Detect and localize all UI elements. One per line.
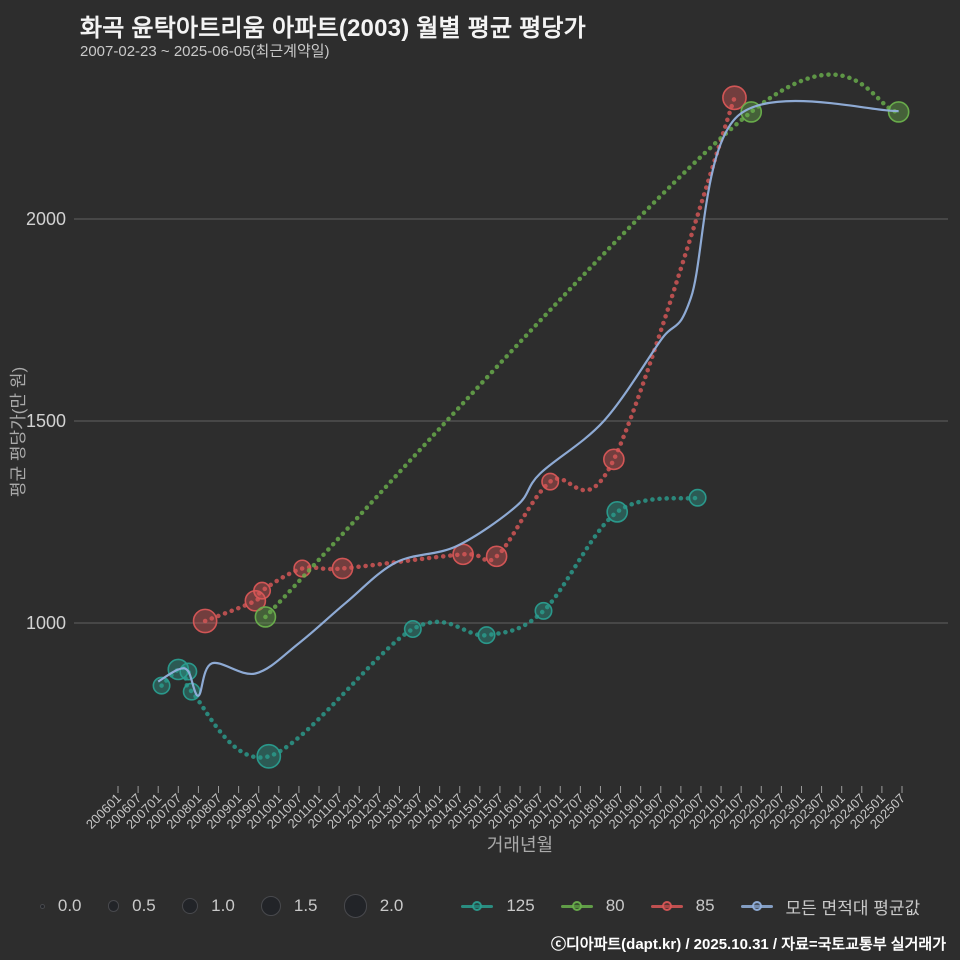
series-legend-label: 모든 면적대 평균값 — [785, 898, 921, 918]
size-legend-label: 0.0 — [57, 896, 82, 915]
size-legend-item: 1.0 — [181, 896, 235, 916]
y-axis-title: 평균 평당가(만 원) — [9, 367, 28, 497]
chart-date-range: 2007-02-23 ~ 2025-06-05(최근계약일) — [80, 43, 330, 60]
data-point[interactable] — [606, 501, 629, 523]
data-point[interactable] — [244, 589, 267, 612]
series-marker-icon — [560, 901, 593, 911]
x-axis-title: 거래년월 — [487, 835, 553, 855]
size-legend: 0.0 0.5 1.0 1.5 2.0 — [39, 894, 404, 918]
series-line-모든 면적대 평균값 — [157, 99, 899, 697]
y-tick-label: 2000 — [26, 209, 66, 229]
chart-attribution: ⓒ디아파트(dapt.kr) / 2025.10.31 / 자료=국토교통부 실… — [550, 936, 946, 953]
size-legend-item: 2.0 — [343, 894, 404, 918]
y-tick-label: 1500 — [26, 411, 66, 431]
y-tick-label: 1000 — [26, 613, 66, 633]
data-point[interactable] — [253, 581, 272, 600]
size-legend-label: 2.0 — [379, 896, 404, 915]
data-point[interactable] — [403, 620, 422, 639]
legend-series-80[interactable]: 80 — [560, 896, 625, 916]
chart-legend: 0.0 0.5 1.0 1.5 2.0 125 80 85 모든 면적대 평균값 — [0, 886, 960, 926]
size-bubble-icon — [181, 897, 199, 915]
data-point[interactable] — [688, 488, 707, 507]
size-legend-label: 0.5 — [132, 896, 156, 915]
data-point[interactable] — [152, 676, 171, 695]
series-legend-label: 85 — [695, 896, 715, 915]
size-bubble-icon — [107, 900, 120, 912]
series-line-85 — [202, 95, 737, 624]
size-bubble-icon — [343, 894, 367, 918]
data-point[interactable] — [254, 606, 277, 628]
size-legend-item: 1.5 — [260, 895, 318, 917]
data-point[interactable] — [534, 601, 553, 620]
size-legend-item: 0.5 — [107, 896, 156, 916]
series-legend: 125 80 85 모든 면적대 평균값 — [461, 894, 920, 919]
legend-series-125[interactable]: 125 — [461, 896, 535, 916]
legend-series-85[interactable]: 85 — [650, 896, 715, 916]
data-point[interactable] — [182, 682, 201, 701]
data-point[interactable] — [256, 743, 282, 769]
series-line-80 — [263, 72, 901, 620]
data-point[interactable] — [293, 559, 312, 578]
series-legend-label: 80 — [605, 896, 625, 915]
size-legend-label: 1.5 — [293, 895, 318, 915]
size-legend-label: 1.0 — [211, 896, 235, 915]
data-point[interactable] — [541, 472, 560, 491]
series-marker-icon — [461, 901, 494, 911]
series-marker-icon — [650, 901, 683, 911]
data-point[interactable] — [452, 543, 474, 566]
legend-series-모든 면적대 평균값[interactable]: 모든 면적대 평균값 — [740, 894, 921, 919]
data-point[interactable] — [477, 626, 496, 645]
data-point[interactable] — [722, 85, 747, 111]
data-point[interactable] — [485, 545, 508, 568]
data-point[interactable] — [192, 608, 218, 634]
chart-title: 화곡 윤탁아트리움 아파트(2003) 월별 평균 평당가 — [80, 15, 586, 42]
series-line-125 — [159, 495, 700, 760]
size-bubble-icon — [39, 903, 45, 909]
data-point[interactable] — [331, 557, 354, 580]
series-marker-icon — [740, 901, 773, 911]
data-point[interactable] — [603, 448, 625, 471]
size-bubble-icon — [260, 895, 281, 917]
size-legend-item: 0.0 — [39, 896, 82, 916]
series-legend-label: 125 — [506, 896, 535, 915]
